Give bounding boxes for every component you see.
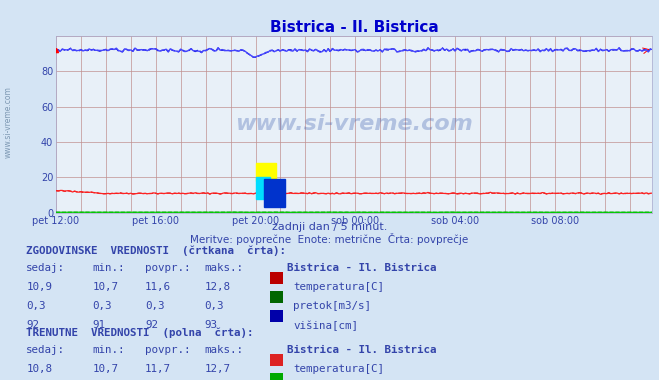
Text: 0,3: 0,3 [145, 301, 165, 311]
Text: 92: 92 [145, 320, 158, 330]
Text: 0,3: 0,3 [204, 301, 224, 311]
Text: maks.:: maks.: [204, 345, 243, 355]
Text: temperatura[C]: temperatura[C] [293, 364, 384, 374]
Text: povpr.:: povpr.: [145, 345, 190, 355]
Text: sedaj:: sedaj: [26, 345, 65, 355]
Text: povpr.:: povpr.: [145, 263, 190, 273]
Text: min.:: min.: [92, 345, 125, 355]
Bar [264, 179, 285, 207]
Text: 11,7: 11,7 [145, 364, 171, 374]
Text: www.si-vreme.com: www.si-vreme.com [235, 114, 473, 135]
Text: Bistrica - Il. Bistrica: Bistrica - Il. Bistrica [287, 345, 436, 355]
Bar [256, 163, 276, 181]
Text: 93: 93 [204, 320, 217, 330]
Text: 92: 92 [26, 320, 40, 330]
Text: 0,3: 0,3 [26, 301, 46, 311]
Text: 12,7: 12,7 [204, 364, 230, 374]
Text: 0,3: 0,3 [92, 301, 112, 311]
Text: zadnji dan / 5 minut.: zadnji dan / 5 minut. [272, 222, 387, 232]
Text: Meritve: povprečne  Enote: metrične  Črta: povprečje: Meritve: povprečne Enote: metrične Črta:… [190, 233, 469, 245]
Text: 10,7: 10,7 [92, 282, 118, 292]
Text: Bistrica - Il. Bistrica: Bistrica - Il. Bistrica [287, 263, 436, 273]
Bar [256, 177, 270, 199]
Text: sedaj:: sedaj: [26, 263, 65, 273]
Text: 10,9: 10,9 [26, 282, 52, 292]
Title: Bistrica - Il. Bistrica: Bistrica - Il. Bistrica [270, 20, 439, 35]
Text: www.si-vreme.com: www.si-vreme.com [3, 86, 13, 158]
Text: min.:: min.: [92, 263, 125, 273]
Text: 91: 91 [92, 320, 105, 330]
Text: temperatura[C]: temperatura[C] [293, 282, 384, 292]
Text: TRENUTNE  VREDNOSTI  (polna  črta):: TRENUTNE VREDNOSTI (polna črta): [26, 327, 254, 338]
Text: 12,8: 12,8 [204, 282, 230, 292]
Text: ZGODOVINSKE  VREDNOSTI  (črtkana  črta):: ZGODOVINSKE VREDNOSTI (črtkana črta): [26, 245, 287, 256]
Text: maks.:: maks.: [204, 263, 243, 273]
Text: višina[cm]: višina[cm] [293, 320, 358, 331]
Text: 10,7: 10,7 [92, 364, 118, 374]
Text: 11,6: 11,6 [145, 282, 171, 292]
Text: pretok[m3/s]: pretok[m3/s] [293, 301, 371, 311]
Text: 10,8: 10,8 [26, 364, 52, 374]
